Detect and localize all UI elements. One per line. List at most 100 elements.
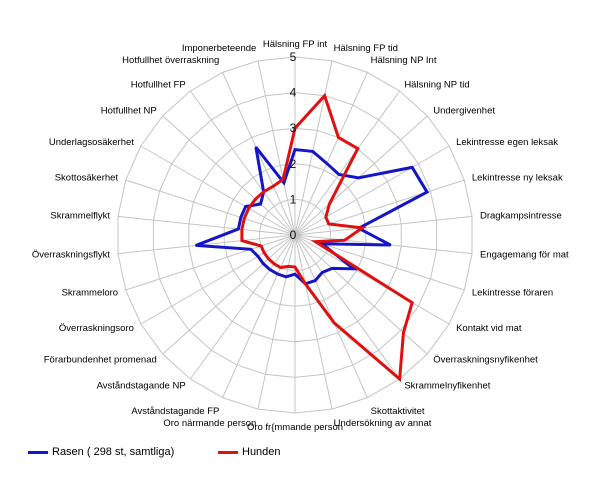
series-2-point — [262, 190, 265, 193]
grid-spoke — [117, 215, 296, 236]
category-label: Hotfullhet FP — [131, 80, 186, 91]
category-label: Lekintresse ny leksak — [472, 173, 563, 184]
series-2-point — [402, 331, 405, 334]
series-1-point — [314, 279, 317, 282]
category-label: Dragkampsintresse — [480, 211, 562, 222]
series-2-point — [314, 240, 317, 243]
category-label: Avståndstagande NP — [97, 380, 186, 391]
series-2-point — [282, 178, 284, 181]
category-label: Lekintresse egen leksak — [456, 137, 558, 148]
series-2-point — [272, 185, 275, 188]
category-label: Oro närmande person — [163, 418, 256, 429]
series-1-point — [321, 271, 324, 274]
grid-spoke — [294, 234, 333, 410]
series-2-point — [328, 223, 330, 225]
grid-spoke — [222, 234, 296, 398]
series-1-point — [389, 244, 392, 246]
series-2-point — [361, 227, 364, 229]
series-2-point — [294, 266, 296, 268]
category-label: Undersökning av annat — [334, 418, 432, 429]
category-label: Skrammelnyfikenhet — [404, 380, 490, 391]
grid-spoke — [125, 234, 296, 291]
series-1-point — [250, 248, 252, 251]
series-2-point — [273, 263, 275, 265]
grid-spoke — [140, 234, 296, 325]
category-label: Överraskningsoro — [59, 323, 134, 334]
series-1-point — [285, 275, 287, 278]
series-1-point — [294, 273, 296, 275]
category-label: Förarbundenhet promenad — [44, 354, 157, 365]
radial-tick-label: 2 — [290, 157, 297, 171]
legend-swatch-series-2 — [218, 450, 238, 454]
radial-axis-ticks: 0 1 2 3 4 5 — [290, 50, 297, 242]
category-label: Skottaktivitet — [371, 406, 425, 417]
category-label: Undergivenhet — [433, 106, 495, 117]
grid-spoke — [125, 179, 296, 236]
grid-spoke — [189, 234, 296, 380]
grid-spoke — [222, 72, 296, 236]
category-label: Hälsning NP tid — [404, 80, 469, 91]
grid-spoke — [257, 60, 296, 236]
series-2-point — [343, 239, 346, 242]
grid-spoke — [140, 145, 296, 236]
category-label: Skrammeloro — [62, 287, 119, 298]
grid-spoke — [294, 60, 333, 236]
radial-tick-label: 5 — [290, 50, 297, 64]
category-label: Engagemang för mat — [480, 249, 569, 260]
category-label: Lekintresse föraren — [472, 287, 553, 298]
series-2-point — [241, 228, 243, 231]
legend-swatch-series-1 — [28, 450, 48, 454]
series-1-point — [237, 228, 240, 230]
series-1-point — [311, 150, 314, 153]
series-2-point — [323, 94, 326, 97]
series-1-point — [269, 268, 271, 271]
grid-spoke — [294, 179, 465, 236]
category-label: Hotfullhet NP — [101, 106, 157, 117]
series-1-point — [195, 244, 197, 247]
legend-item-series-1: Rasen ( 298 st, samtliga) — [28, 446, 174, 458]
category-label: Underlagsosäkerhet — [49, 137, 134, 148]
category-label: Hälsning NP Int — [371, 55, 437, 66]
legend: Rasen ( 298 st, samtliga) Hunden — [0, 444, 600, 464]
category-label: Oro fr{mmande person — [247, 422, 343, 433]
series-2-point — [260, 245, 262, 247]
grid-spoke — [294, 90, 401, 236]
grid-spoke — [257, 234, 296, 410]
grid-spoke — [162, 115, 296, 236]
series-1-point — [294, 148, 296, 151]
series-2-point — [333, 322, 335, 324]
category-label: Avståndstagande FP — [131, 406, 219, 417]
series-1-point — [259, 203, 262, 205]
grid-spoke — [189, 90, 296, 236]
series-2-point — [304, 282, 307, 285]
category-label: Hälsning FP tid — [334, 43, 398, 54]
series-2-point — [328, 203, 331, 205]
category-label: Hotfullhet överraskning — [122, 55, 219, 66]
radial-tick-label: 0 — [290, 228, 297, 242]
series-2-point — [356, 147, 359, 150]
series-2-point — [287, 265, 290, 268]
series-1-point — [326, 162, 328, 165]
series-1-point — [257, 255, 259, 258]
grid-spoke — [117, 234, 296, 255]
series-2-point — [241, 239, 243, 242]
series-1-point — [276, 273, 279, 275]
legend-label-series-2: Hunden — [242, 446, 281, 458]
series-1-point — [352, 268, 355, 270]
category-label: Skrammelflykt — [50, 211, 110, 222]
series-2-point — [247, 207, 250, 210]
series-2-point — [337, 136, 340, 139]
series-2-point — [243, 217, 246, 220]
series-1-point — [283, 181, 285, 184]
category-label: Hälsning FP int — [263, 39, 328, 50]
radial-tick-label: 4 — [290, 86, 297, 100]
series-1-point — [240, 216, 242, 219]
radial-tick-label: 1 — [290, 192, 297, 206]
grid-spoke — [294, 72, 368, 236]
series-2-point — [267, 258, 270, 260]
series-1-point — [255, 146, 257, 148]
grid-spoke — [294, 115, 428, 236]
grid-spoke — [294, 234, 450, 325]
